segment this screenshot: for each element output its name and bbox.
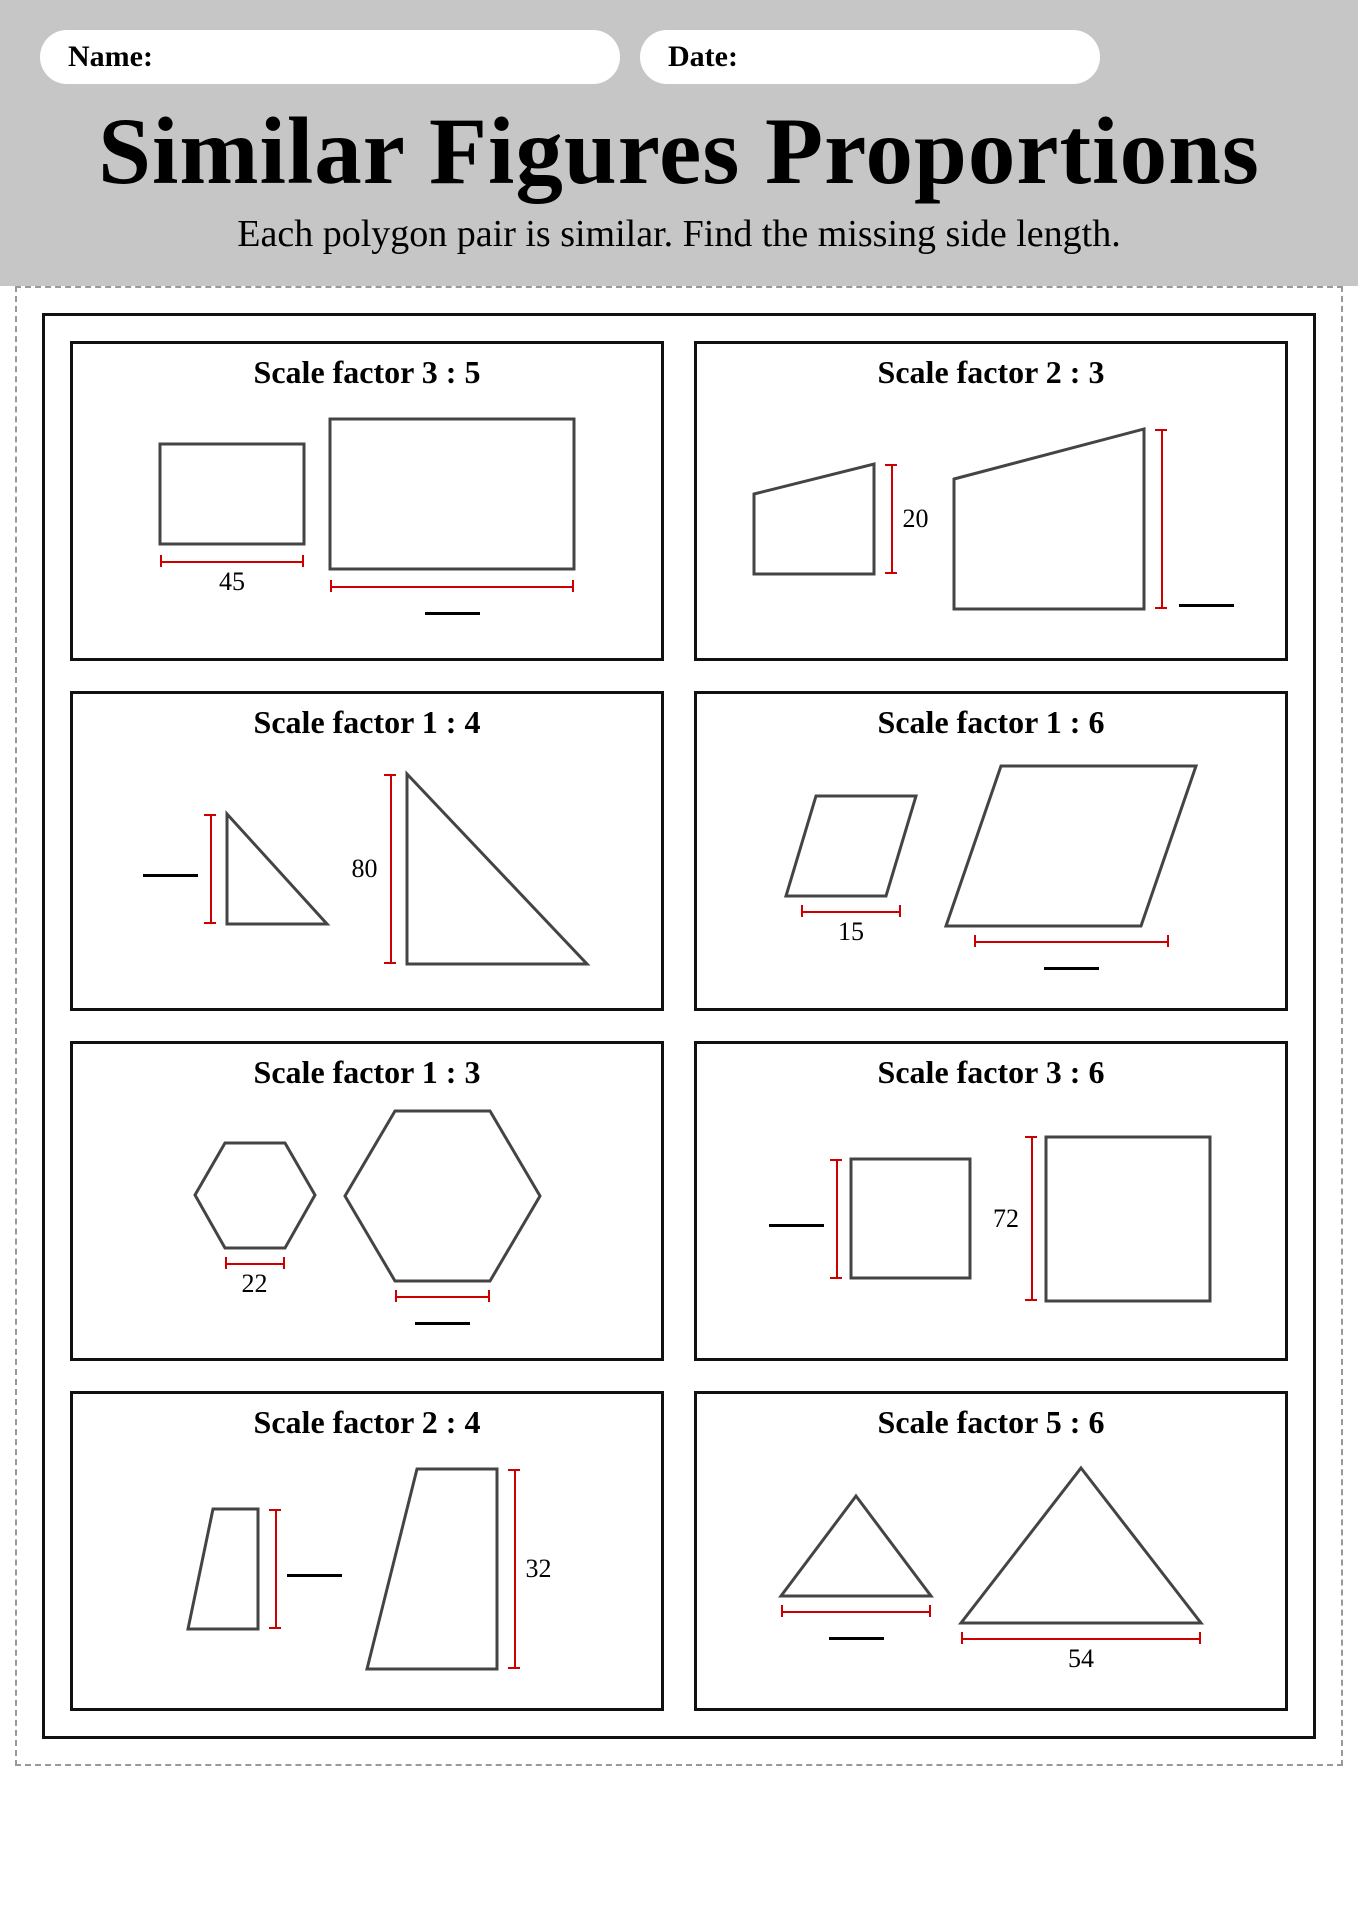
problem-6: Scale factor 3 : 6 72 — [694, 1041, 1288, 1361]
problem-grid: Scale factor 3 : 5 45 Scale factor 2 : 3… — [70, 341, 1288, 1711]
dimension-value: 20 — [903, 504, 929, 534]
dimension-value: 45 — [219, 567, 245, 597]
dimension-value: 80 — [352, 854, 378, 884]
answer-blank[interactable] — [829, 1620, 884, 1640]
problem-7: Scale factor 2 : 4 32 — [70, 1391, 664, 1711]
problem-5: Scale factor 1 : 3 22 — [70, 1041, 664, 1361]
answer-blank[interactable] — [143, 857, 198, 877]
answer-blank[interactable] — [287, 1557, 342, 1577]
scale-factor-label: Scale factor 2 : 4 — [73, 1404, 661, 1441]
dimension-value: 22 — [242, 1269, 268, 1299]
dashed-frame: Scale factor 3 : 5 45 Scale factor 2 : 3… — [15, 286, 1343, 1766]
scale-factor-label: Scale factor 5 : 6 — [697, 1404, 1285, 1441]
answer-blank[interactable] — [415, 1305, 470, 1325]
date-field[interactable]: Date: — [640, 30, 1100, 84]
problem-3: Scale factor 1 : 4 80 — [70, 691, 664, 1011]
dimension-value: 15 — [838, 917, 864, 947]
dimension-value: 32 — [526, 1554, 552, 1584]
scale-factor-label: Scale factor 3 : 5 — [73, 354, 661, 391]
name-field[interactable]: Name: — [40, 30, 620, 84]
problem-2: Scale factor 2 : 3 20 — [694, 341, 1288, 661]
worksheet-header: Name: Date: Similar Figures Proportions … — [0, 0, 1358, 286]
inner-frame: Scale factor 3 : 5 45 Scale factor 2 : 3… — [42, 313, 1316, 1739]
scale-factor-label: Scale factor 2 : 3 — [697, 354, 1285, 391]
worksheet-subtitle: Each polygon pair is similar. Find the m… — [40, 212, 1318, 256]
scale-factor-label: Scale factor 1 : 4 — [73, 704, 661, 741]
problem-8: Scale factor 5 : 6 54 — [694, 1391, 1288, 1711]
scale-factor-label: Scale factor 1 : 6 — [697, 704, 1285, 741]
problem-4: Scale factor 1 : 6 15 — [694, 691, 1288, 1011]
problem-1: Scale factor 3 : 5 45 — [70, 341, 664, 661]
answer-blank[interactable] — [1044, 950, 1099, 970]
answer-blank[interactable] — [425, 595, 480, 615]
answer-blank[interactable] — [769, 1207, 824, 1227]
scale-factor-label: Scale factor 1 : 3 — [73, 1054, 661, 1091]
dimension-value: 54 — [1068, 1644, 1094, 1674]
answer-blank[interactable] — [1179, 587, 1234, 607]
dimension-value: 72 — [993, 1204, 1019, 1234]
scale-factor-label: Scale factor 3 : 6 — [697, 1054, 1285, 1091]
worksheet-title: Similar Figures Proportions — [40, 99, 1318, 204]
